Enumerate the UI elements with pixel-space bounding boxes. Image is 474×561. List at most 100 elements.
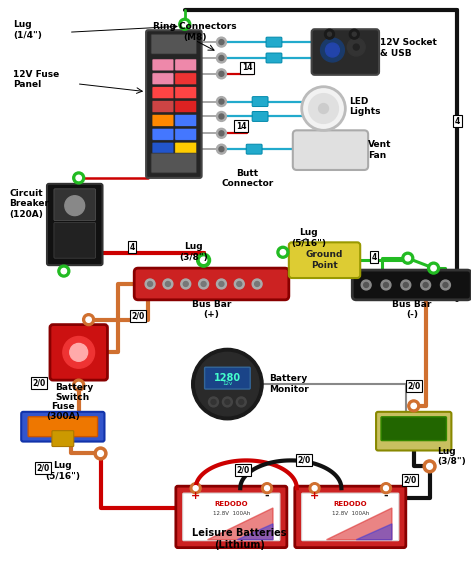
Text: Ring Connectors
(M8): Ring Connectors (M8) bbox=[153, 22, 237, 42]
Circle shape bbox=[201, 257, 207, 263]
Circle shape bbox=[217, 279, 227, 289]
Circle shape bbox=[403, 283, 408, 287]
Circle shape bbox=[280, 250, 285, 255]
Circle shape bbox=[219, 114, 224, 119]
FancyBboxPatch shape bbox=[352, 270, 471, 300]
FancyBboxPatch shape bbox=[52, 431, 74, 447]
Text: Bus Bar
(-): Bus Bar (-) bbox=[392, 300, 431, 319]
Circle shape bbox=[401, 280, 411, 290]
FancyBboxPatch shape bbox=[151, 153, 197, 173]
Polygon shape bbox=[327, 508, 392, 540]
Circle shape bbox=[145, 279, 155, 289]
Circle shape bbox=[353, 44, 359, 50]
Circle shape bbox=[197, 253, 210, 267]
Circle shape bbox=[191, 348, 263, 420]
FancyBboxPatch shape bbox=[246, 144, 262, 154]
Circle shape bbox=[147, 282, 153, 287]
Circle shape bbox=[219, 99, 224, 104]
Circle shape bbox=[225, 399, 230, 404]
Circle shape bbox=[193, 486, 198, 491]
FancyBboxPatch shape bbox=[252, 112, 268, 121]
Circle shape bbox=[237, 397, 246, 407]
Circle shape bbox=[65, 196, 85, 215]
FancyBboxPatch shape bbox=[54, 189, 96, 220]
Circle shape bbox=[61, 268, 66, 274]
Circle shape bbox=[217, 128, 227, 138]
Text: Bus Bar
(+): Bus Bar (+) bbox=[192, 300, 231, 319]
Polygon shape bbox=[208, 508, 273, 540]
Text: 4: 4 bbox=[455, 117, 460, 126]
FancyBboxPatch shape bbox=[175, 59, 197, 71]
Circle shape bbox=[423, 460, 436, 473]
Text: Lug
(3/8"): Lug (3/8") bbox=[179, 242, 208, 262]
FancyBboxPatch shape bbox=[50, 325, 108, 380]
Text: Lug
(1/4"): Lug (1/4") bbox=[13, 20, 42, 40]
Text: Leisure Batteries
(Lithium): Leisure Batteries (Lithium) bbox=[192, 528, 286, 550]
Text: +: + bbox=[310, 491, 319, 501]
FancyBboxPatch shape bbox=[152, 114, 174, 126]
Text: Lug
(5/16"): Lug (5/16") bbox=[46, 461, 81, 481]
Text: 12.8V  100Ah: 12.8V 100Ah bbox=[332, 512, 369, 517]
Circle shape bbox=[217, 96, 227, 107]
Circle shape bbox=[420, 280, 430, 290]
Circle shape bbox=[361, 280, 371, 290]
FancyBboxPatch shape bbox=[311, 29, 379, 75]
Text: 2/0: 2/0 bbox=[403, 476, 416, 485]
FancyBboxPatch shape bbox=[175, 114, 197, 126]
FancyBboxPatch shape bbox=[152, 128, 174, 140]
Circle shape bbox=[222, 397, 232, 407]
Circle shape bbox=[383, 486, 388, 491]
FancyBboxPatch shape bbox=[175, 128, 197, 140]
Circle shape bbox=[349, 29, 359, 39]
Circle shape bbox=[352, 32, 356, 36]
Circle shape bbox=[408, 400, 419, 412]
FancyBboxPatch shape bbox=[289, 242, 360, 278]
Circle shape bbox=[302, 87, 346, 130]
Circle shape bbox=[347, 38, 365, 56]
Circle shape bbox=[255, 282, 260, 287]
Circle shape bbox=[196, 352, 259, 416]
Circle shape bbox=[165, 282, 170, 287]
Text: Lug
(5/16"): Lug (5/16") bbox=[291, 228, 326, 248]
Circle shape bbox=[325, 29, 335, 39]
FancyBboxPatch shape bbox=[152, 59, 174, 71]
Circle shape bbox=[219, 282, 224, 287]
Text: +: + bbox=[191, 491, 201, 501]
Circle shape bbox=[217, 112, 227, 121]
Text: REDODO: REDODO bbox=[215, 501, 248, 507]
Circle shape bbox=[381, 482, 392, 494]
FancyBboxPatch shape bbox=[266, 53, 282, 63]
FancyBboxPatch shape bbox=[21, 412, 104, 442]
FancyBboxPatch shape bbox=[266, 37, 282, 47]
Circle shape bbox=[98, 450, 103, 456]
Text: Battery
Switch: Battery Switch bbox=[55, 383, 93, 402]
FancyBboxPatch shape bbox=[381, 417, 447, 440]
FancyBboxPatch shape bbox=[183, 493, 280, 541]
Circle shape bbox=[326, 43, 339, 57]
FancyBboxPatch shape bbox=[175, 87, 197, 99]
Polygon shape bbox=[237, 524, 273, 540]
Circle shape bbox=[320, 38, 344, 62]
Circle shape bbox=[219, 40, 224, 44]
Circle shape bbox=[239, 399, 244, 404]
FancyBboxPatch shape bbox=[152, 100, 174, 113]
Circle shape bbox=[211, 399, 216, 404]
Text: 2/0: 2/0 bbox=[132, 311, 145, 320]
Circle shape bbox=[219, 146, 224, 151]
Circle shape bbox=[217, 144, 227, 154]
Circle shape bbox=[219, 71, 224, 76]
FancyBboxPatch shape bbox=[205, 367, 250, 389]
Text: Circuit
Breaker
(120A): Circuit Breaker (120A) bbox=[9, 189, 49, 219]
Circle shape bbox=[76, 383, 82, 388]
Text: 12V Socket
& USB: 12V Socket & USB bbox=[380, 38, 437, 58]
FancyBboxPatch shape bbox=[293, 130, 368, 170]
FancyBboxPatch shape bbox=[152, 142, 174, 154]
Circle shape bbox=[443, 283, 448, 287]
Circle shape bbox=[364, 283, 369, 287]
Circle shape bbox=[76, 175, 82, 181]
Circle shape bbox=[312, 486, 317, 491]
Circle shape bbox=[58, 265, 70, 277]
Circle shape bbox=[237, 282, 242, 287]
FancyBboxPatch shape bbox=[302, 493, 399, 541]
Circle shape bbox=[70, 343, 88, 361]
